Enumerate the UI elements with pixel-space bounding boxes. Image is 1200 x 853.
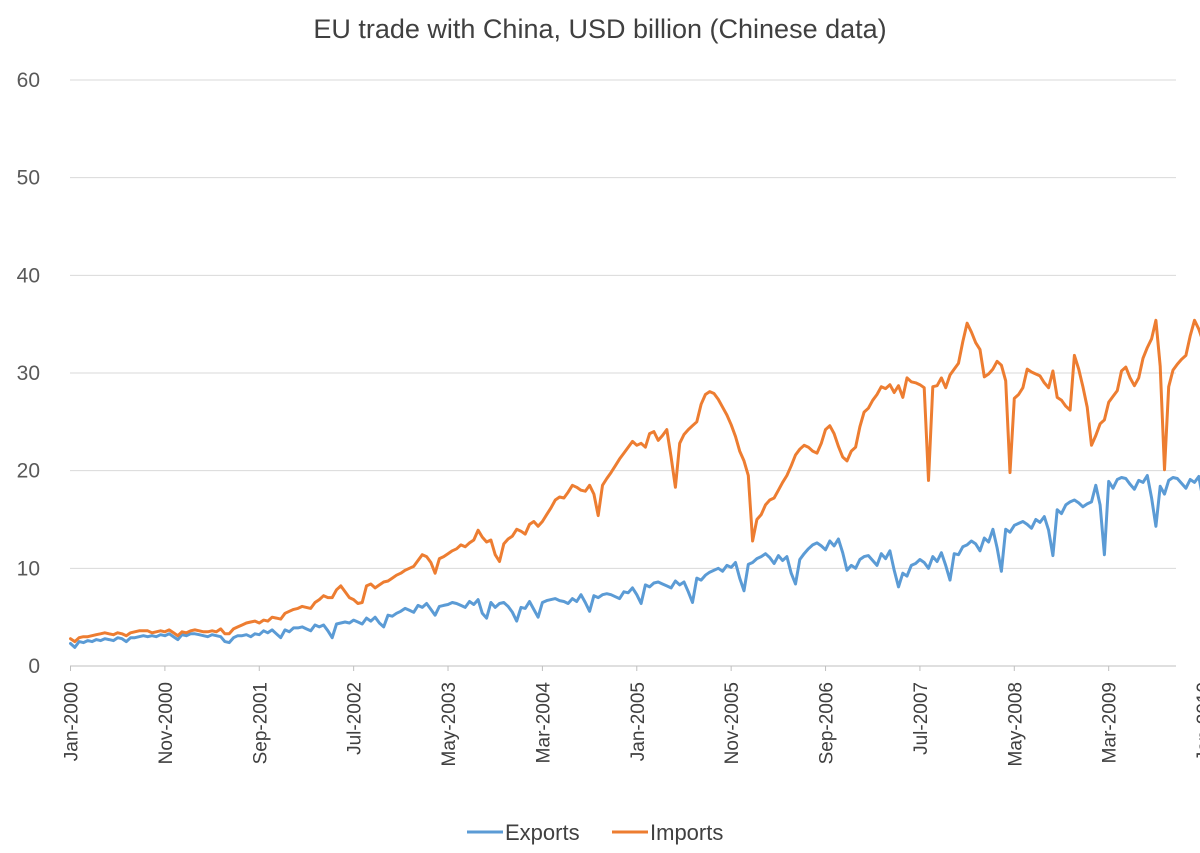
chart-title: EU trade with China, USD billion (Chines… — [313, 14, 887, 44]
y-tick-label: 50 — [17, 167, 40, 190]
y-tick-label: 20 — [17, 460, 40, 483]
x-tick-label: Mar-2009 — [1100, 682, 1121, 763]
series-lines — [69, 318, 1200, 649]
x-tick-label: Jul-2002 — [345, 682, 366, 755]
y-tick-label: 0 — [28, 655, 40, 678]
y-tick-label: 40 — [17, 264, 40, 287]
x-tick-label: Mar-2004 — [533, 682, 554, 764]
series-line-exports — [69, 474, 1200, 649]
x-tick-label: Sep-2006 — [817, 682, 838, 764]
legend-label-imports: Imports — [650, 820, 723, 845]
y-axis-ticks: 0 10 20 30 40 50 60 — [17, 69, 40, 678]
x-tick-label: Sep-2001 — [250, 682, 271, 764]
x-axis-ticks: Jan-2000 Nov-2000 Sep-2001 Jul-2002 May-2003… — [62, 666, 1200, 767]
x-tick-label: May-2003 — [439, 682, 460, 767]
x-tick-label: Nov-2005 — [722, 682, 743, 764]
x-tick-label: Jul-2007 — [911, 682, 932, 755]
series-line-imports — [69, 318, 1200, 644]
y-tick-label: 60 — [17, 69, 40, 92]
x-tick-label: Nov-2000 — [156, 682, 177, 764]
legend: Exports Imports — [467, 820, 723, 845]
x-tick-label: Jan-2000 — [62, 682, 83, 761]
x-tick-label: Jan-2010 — [1194, 682, 1200, 761]
x-tick-label: May-2008 — [1005, 682, 1026, 767]
y-tick-label: 30 — [17, 362, 40, 385]
x-tick-label: Jan-2005 — [628, 682, 649, 761]
y-tick-label: 10 — [17, 557, 40, 580]
gridlines — [70, 79, 1176, 667]
legend-label-exports: Exports — [505, 820, 580, 845]
